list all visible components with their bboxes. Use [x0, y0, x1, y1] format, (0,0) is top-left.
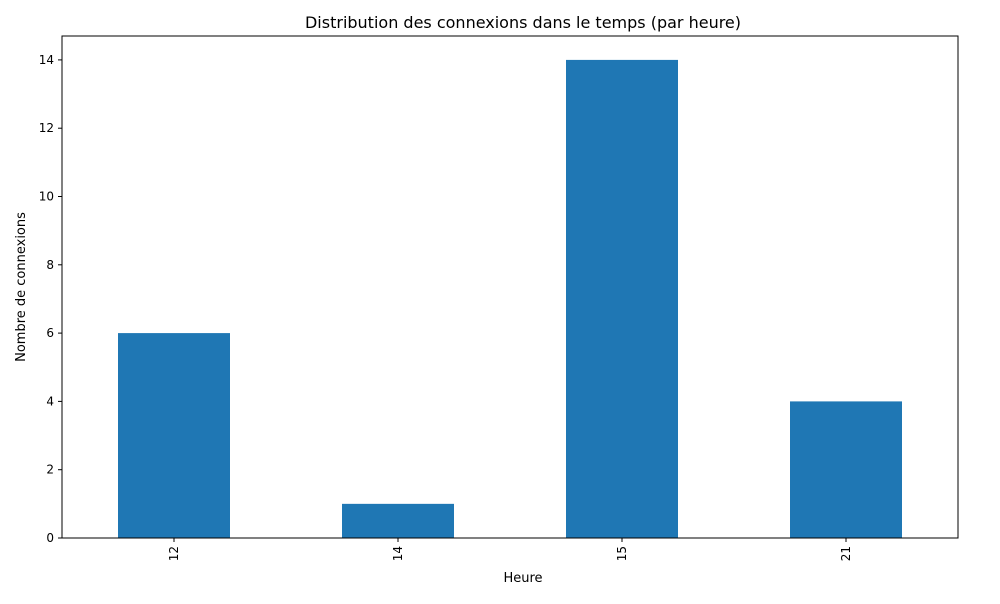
y-axis-label: Nombre de connexions — [14, 212, 29, 362]
bar-14 — [342, 503, 454, 538]
bar-12 — [118, 333, 230, 538]
y-tick-label: 10 — [39, 190, 54, 204]
y-tick-label: 6 — [46, 326, 54, 340]
x-tick-label: 12 — [167, 546, 181, 561]
y-tick-label: 14 — [39, 53, 54, 67]
y-tick-label: 8 — [46, 258, 54, 272]
y-tick-label: 4 — [46, 394, 54, 408]
chart-title: Distribution des connexions dans le temp… — [305, 13, 741, 32]
x-tick-label: 14 — [391, 546, 405, 561]
y-tick-label: 0 — [46, 531, 54, 545]
bars-layer — [118, 59, 902, 539]
x-tick-label: 15 — [615, 546, 629, 561]
y-axis-ticks: 0 2 4 6 8 10 12 14 — [39, 53, 62, 545]
y-tick-label: 2 — [46, 463, 54, 477]
plot-area-frame — [61, 35, 959, 539]
x-tick-label: 21 — [839, 546, 853, 561]
x-axis-ticks: 12 14 15 21 — [167, 538, 853, 561]
bar-21 — [790, 401, 902, 538]
y-tick-label: 12 — [39, 121, 54, 135]
bar-15 — [566, 59, 678, 539]
x-axis-label: Heure — [503, 571, 542, 586]
